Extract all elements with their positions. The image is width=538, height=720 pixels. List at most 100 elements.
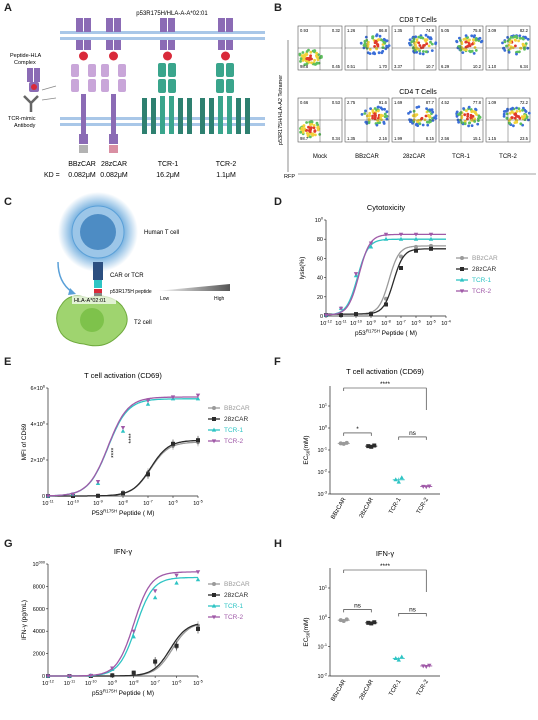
- flow-event-dot: [508, 38, 511, 41]
- flow-event-dot: [524, 110, 528, 113]
- flow-event-dot: [305, 131, 309, 135]
- flow-event-dot: [424, 39, 428, 43]
- quadrant-q1-value: 1.26: [347, 28, 356, 33]
- flow-event-dot: [309, 135, 312, 139]
- flow-event-dot: [506, 109, 509, 112]
- flow-event-dot: [428, 108, 432, 112]
- flow-event-dot: [464, 45, 468, 49]
- point-tcr-1: [399, 654, 404, 659]
- legend-swatch-marker: [211, 615, 217, 620]
- y-tick-label: 100: [319, 425, 327, 433]
- quadrant-q1-value: 5.05: [441, 28, 450, 33]
- point-28zcar: [369, 444, 374, 449]
- x-tick-label: 10-11: [42, 500, 53, 508]
- flow-event-dot: [316, 125, 320, 129]
- flow-event-dot: [364, 35, 368, 39]
- y-tick-label: 8000: [33, 584, 45, 590]
- flow-event-dot: [507, 43, 511, 47]
- y-axis-label: IFN-γ (pg/mL): [21, 600, 28, 640]
- significance-bracket: [343, 432, 372, 436]
- flow-event-dot: [471, 114, 475, 118]
- x-tick-label: 10-10: [350, 320, 362, 328]
- chart-h-ifng-ec50: IFN-γ 10-2 10-1 100 101 EC50(mM) BBzCAR 28zCAR T…: [303, 549, 440, 703]
- flow-event-dot: [376, 43, 380, 47]
- flow-event-dot: [455, 115, 459, 118]
- x-tick-label: 10-5: [193, 500, 203, 508]
- construct-name-28zcar: 28zCAR: [101, 161, 127, 168]
- point-tcr-2: [170, 395, 176, 400]
- x-axis-label: P53R175H Peptide ( M): [92, 509, 155, 518]
- flow-event-dot: [463, 122, 467, 126]
- point-bbzcar: [344, 617, 349, 622]
- point-28zcar: [384, 302, 388, 307]
- complex-label-line1: Peptide-HLA: [10, 53, 42, 59]
- flow-event-dot: [379, 106, 383, 110]
- x-tick-label: 10-10: [67, 500, 79, 508]
- flow-event-dot: [376, 119, 380, 122]
- flow-event-dot: [464, 48, 468, 52]
- flow-event-dot: [463, 113, 467, 117]
- quadrant-q4-value: 23.5: [520, 136, 529, 141]
- flow-event-dot: [462, 47, 466, 51]
- t2-cell-label: T2 cell: [134, 320, 152, 326]
- x-tick-label: 10-11: [335, 320, 346, 328]
- flow-event-dot: [305, 62, 309, 66]
- significance-bracket: [398, 613, 427, 617]
- flow-event-dot: [521, 37, 524, 40]
- y-tick-label: 2×106: [30, 457, 45, 465]
- x-tick-label: 10-8: [381, 320, 391, 328]
- flow-event-dot: [380, 118, 383, 122]
- chart-d-cytotoxicity: Cytotoxicity 0 20 40 60 80 100 10-12 10-11 10-10 1…: [299, 203, 498, 337]
- flow-event-dot: [408, 43, 412, 47]
- point-tcr-2: [195, 570, 201, 575]
- flow-event-dot: [514, 35, 517, 38]
- flow-event-dot: [434, 42, 437, 46]
- flow-event-dot: [523, 46, 526, 50]
- flow-event-dot: [298, 52, 302, 56]
- point-tcr-2: [131, 629, 136, 634]
- point-tcr-1: [195, 577, 201, 582]
- point-tcr-1: [393, 477, 398, 482]
- flow-event-dot: [474, 49, 478, 52]
- point-28zcar: [146, 472, 150, 477]
- flow-event-dot: [311, 134, 315, 137]
- point-tcr-1: [396, 657, 401, 662]
- flow-event-dot: [517, 39, 520, 43]
- flow-event-dot: [369, 107, 372, 110]
- point-tcr-2: [145, 399, 151, 403]
- flow-event-dot: [463, 37, 467, 41]
- flow-event-dot: [377, 38, 381, 41]
- flow-event-dot: [479, 40, 483, 44]
- point-tcr-2: [413, 232, 419, 237]
- y-tick-label: 101: [319, 403, 327, 411]
- y-tick-label: 100: [315, 217, 323, 225]
- flow-event-dot: [434, 114, 438, 118]
- flow-event-dot: [474, 108, 478, 112]
- x-tick-label: 10-7: [150, 680, 160, 688]
- flow-event-dot: [315, 51, 318, 55]
- quadrant-q2-value: 74.9: [426, 28, 435, 33]
- y-tick-label: 10000: [32, 561, 45, 569]
- panel-letter-a: A: [4, 2, 12, 14]
- quadrant-q2-value: 75.8: [473, 28, 482, 33]
- flow-event-dot: [468, 121, 471, 125]
- quadrant-q4-value: 6.34: [520, 64, 529, 69]
- panel-c-schematic: Human T cell CAR or TCR p53R175H peptide…: [56, 192, 230, 347]
- hla-label: HLA-A*02:01: [74, 298, 106, 304]
- flow-event-dot: [515, 110, 519, 113]
- flow-event-dot: [511, 116, 514, 120]
- panel-letter-e: E: [4, 356, 12, 368]
- chart-title: Cytotoxicity: [367, 203, 406, 212]
- flow-event-dot: [508, 121, 511, 125]
- legend-label-tcr-2: TCR-2: [224, 614, 244, 621]
- point-28zcar: [110, 673, 115, 678]
- category-label-28zcar: 28zCAR: [359, 496, 376, 519]
- quadrant-q2-value: 82.2: [520, 28, 529, 33]
- flow-event-dot: [466, 115, 470, 118]
- flow-event-dot: [462, 107, 465, 110]
- flow-event-dot: [417, 35, 421, 39]
- legend-swatch-marker: [459, 289, 465, 294]
- x-tick-label: 10-6: [172, 680, 182, 688]
- legend-label-tcr-1: TCR-1: [224, 603, 244, 610]
- flow-event-dot: [302, 129, 305, 132]
